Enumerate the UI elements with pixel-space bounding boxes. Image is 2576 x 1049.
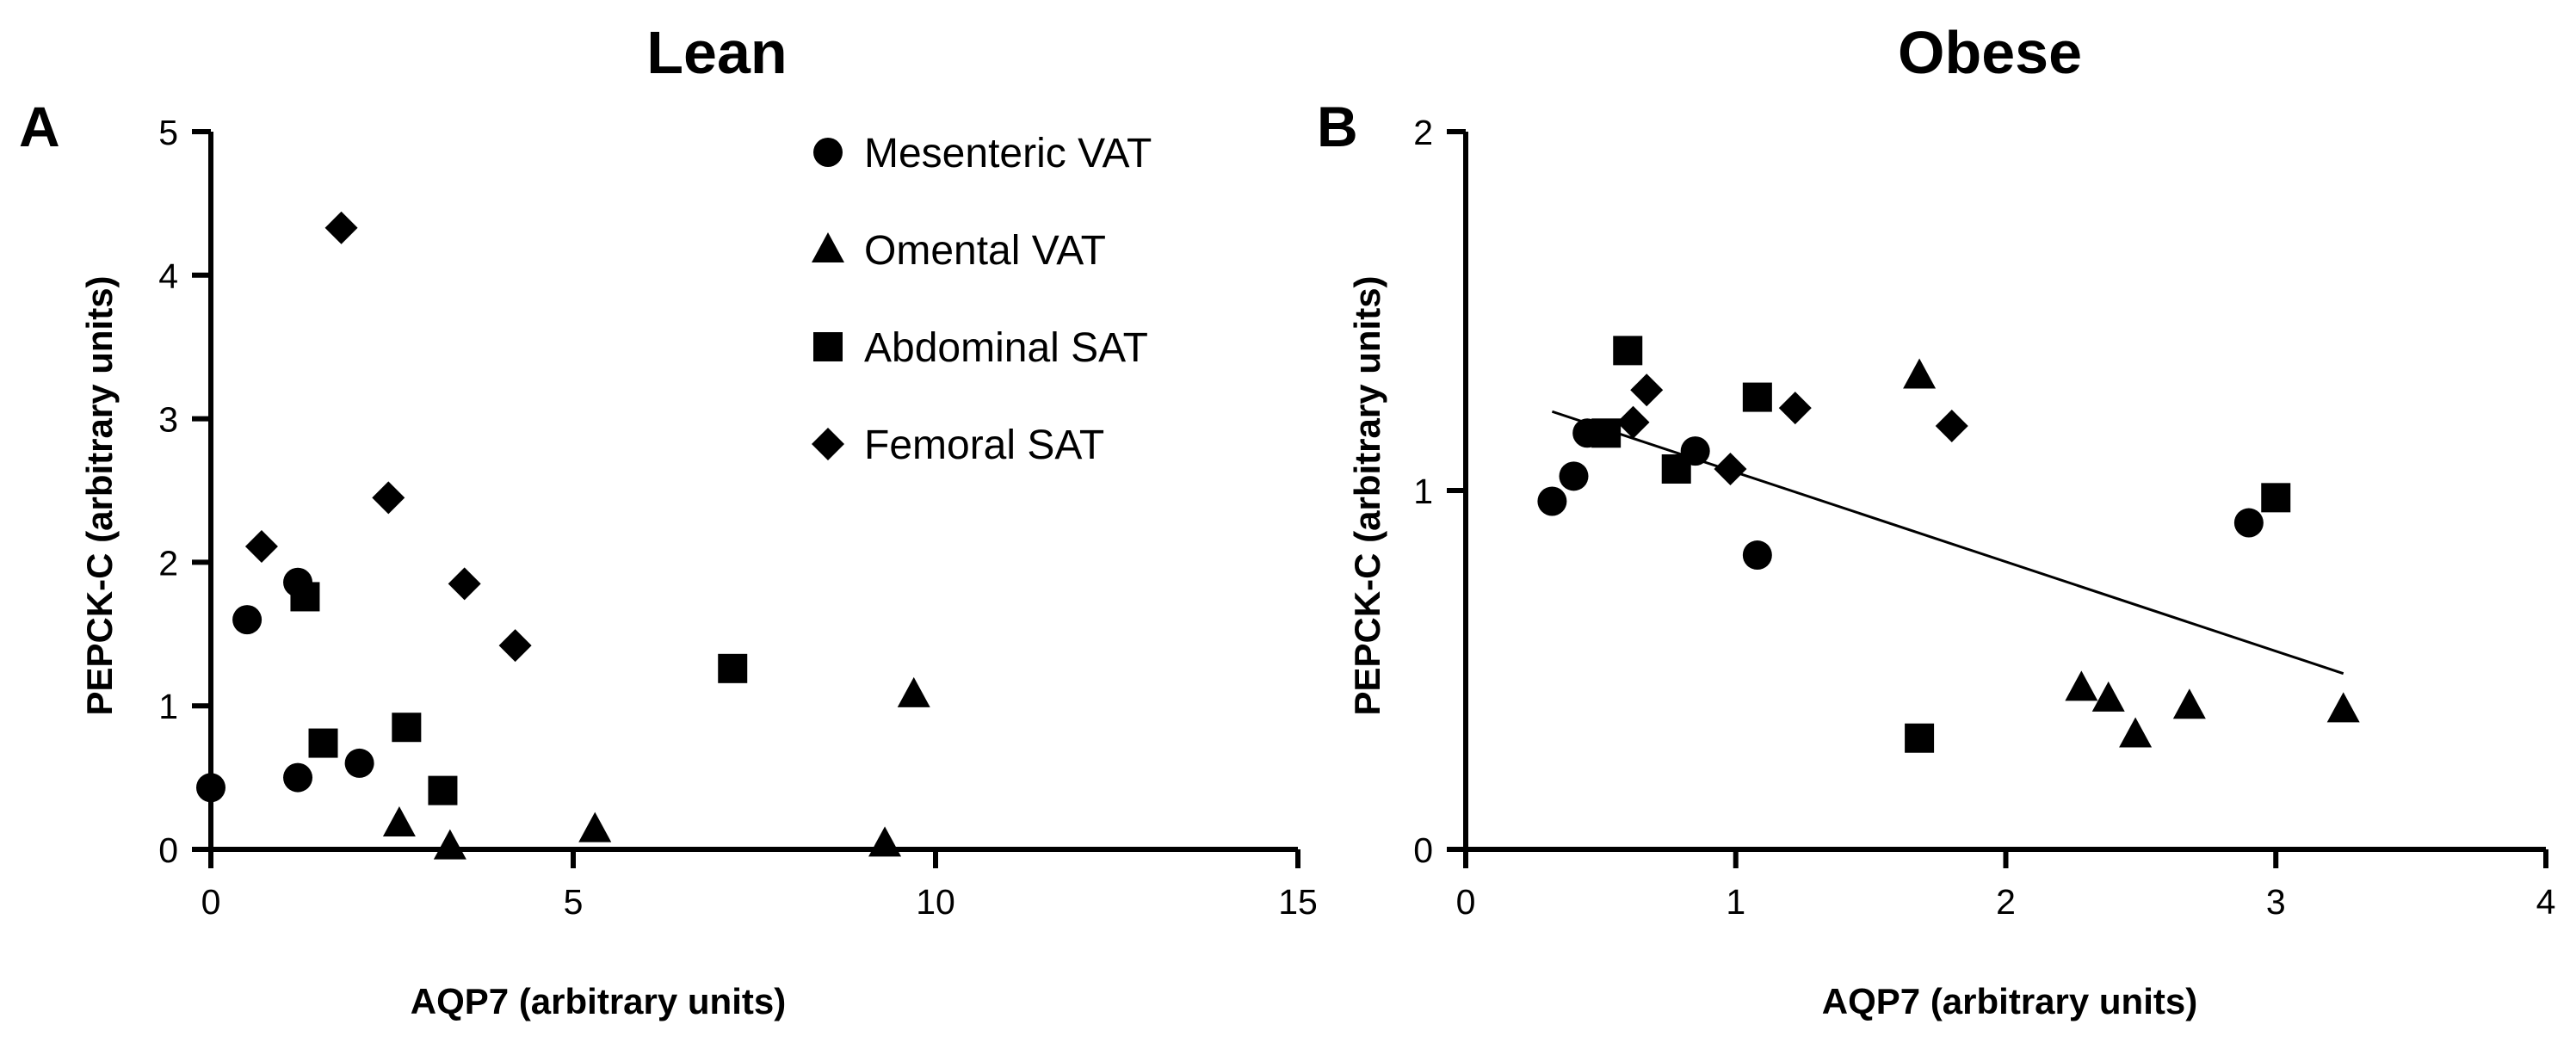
panel-a-y-tick-label: 2 xyxy=(158,543,178,583)
panel-a-point-abdominal-sat xyxy=(392,713,422,743)
panel-a-axes: 0 1 2 3 4 5 0 5 10 15 xyxy=(158,113,1318,922)
panel-b-point-mesenteric-vat xyxy=(1559,461,1589,491)
panel-b-point-omental-vat xyxy=(2091,681,2125,712)
panel-b-point-mesenteric-vat xyxy=(1742,540,1772,571)
legend-label-mesenteric-vat: Mesenteric VAT xyxy=(864,131,1152,176)
panel-b-point-femoral-sat xyxy=(1630,373,1664,407)
panel-a-point-femoral-sat xyxy=(498,629,532,663)
panel-a-y-tick-label: 3 xyxy=(158,400,178,440)
legend-marker-abdominal-sat xyxy=(813,332,843,361)
panel-b-x-tick-label: 3 xyxy=(2266,882,2286,922)
legend-marker-omental-vat xyxy=(812,232,844,262)
panel-a-point-omental-vat xyxy=(897,676,930,707)
panel-b-point-abdominal-sat xyxy=(1742,382,1772,412)
panel-a-x-tick-label: 15 xyxy=(1278,882,1318,922)
panel-a-point-mesenteric-vat xyxy=(283,762,313,793)
panel-b-point-omental-vat xyxy=(2172,688,2206,719)
legend-marker-mesenteric-vat xyxy=(813,138,843,167)
panel-a-y-tick-label: 5 xyxy=(158,113,178,152)
panel-b-point-femoral-sat xyxy=(1935,409,1968,442)
panel-a-point-omental-vat xyxy=(433,829,466,860)
panel-b-points xyxy=(1537,336,2360,753)
panel-a-y-tick-label: 4 xyxy=(158,256,178,296)
panel-a-point-abdominal-sat xyxy=(428,775,458,805)
panel-a-legend: Mesenteric VAT Omental VAT Abdominal SAT Fe… xyxy=(812,131,1152,468)
panel-a-letter: A xyxy=(19,95,60,158)
legend-label-abdominal-sat: Abdominal SAT xyxy=(864,325,1148,371)
panel-b-x-tick-label: 0 xyxy=(1456,882,1476,922)
panel-a-title: Lean xyxy=(646,19,787,86)
panel-b-point-abdominal-sat xyxy=(1613,336,1643,366)
panel-b-axis-lines xyxy=(1463,132,2546,852)
panel-b-point-mesenteric-vat xyxy=(2233,508,2264,538)
panel-a-x-axis-label: AQP7 (arbitrary units) xyxy=(411,981,786,1021)
panel-a-point-abdominal-sat xyxy=(718,653,748,683)
panel-a-point-femoral-sat xyxy=(448,567,481,601)
panel-a-x-tick-label: 10 xyxy=(916,882,955,922)
panel-a-point-femoral-sat xyxy=(244,530,278,564)
panel-a-point-omental-vat xyxy=(868,826,902,857)
panel-b-x-axis-label: AQP7 (arbitrary units) xyxy=(1822,981,2197,1021)
panel-b-point-abdominal-sat xyxy=(1591,418,1622,448)
panel-a-point-femoral-sat xyxy=(324,211,358,244)
panel-b-point-femoral-sat xyxy=(1778,392,1812,425)
panel-a-y-tick-label: 0 xyxy=(158,830,178,870)
panel-b-y-tick-label: 0 xyxy=(1413,830,1433,870)
panel-a-y-tick-label: 1 xyxy=(158,687,178,726)
panel-a-point-mesenteric-vat xyxy=(196,773,225,803)
panel-b-point-omental-vat xyxy=(2065,670,2098,701)
panel-b-point-femoral-sat xyxy=(1616,405,1650,439)
panel-a-lean: A Lean 0 1 2 3 4 5 0 5 10 15 Mesenteric VAT Omenta… xyxy=(19,19,1318,1021)
legend-label-omental-vat: Omental VAT xyxy=(864,228,1106,274)
panel-b-x-tick-label: 4 xyxy=(2536,882,2556,922)
panel-a-y-axis-label: PEPCK-C (arbitrary units) xyxy=(79,275,120,715)
panel-a-x-tick-label: 0 xyxy=(201,882,221,922)
legend-label-femoral-sat: Femoral SAT xyxy=(864,423,1104,468)
panel-b-x-tick-label: 2 xyxy=(1996,882,2016,922)
panel-b-title: Obese xyxy=(1898,19,2082,86)
panel-b-point-abdominal-sat xyxy=(2261,483,2291,513)
panel-b-x-tick-label: 1 xyxy=(1726,882,1745,922)
panel-b-y-axis-label: PEPCK-C (arbitrary units) xyxy=(1347,275,1387,715)
panel-a-point-abdominal-sat xyxy=(308,728,338,758)
panel-a-point-mesenteric-vat xyxy=(232,605,263,635)
panel-a-points xyxy=(196,211,930,860)
panel-b-trend xyxy=(1551,410,2344,676)
panel-b-point-femoral-sat xyxy=(1714,452,1747,485)
panel-a-point-abdominal-sat xyxy=(290,582,320,612)
panel-b-point-omental-vat xyxy=(2326,692,2360,723)
panel-b-point-abdominal-sat xyxy=(1905,723,1935,753)
legend-marker-femoral-sat xyxy=(812,428,844,460)
panel-a-x-tick-label: 5 xyxy=(564,882,584,922)
panel-b-point-omental-vat xyxy=(2119,717,2153,748)
panel-b-letter: B xyxy=(1317,95,1358,158)
panel-a-point-mesenteric-vat xyxy=(344,748,374,778)
panel-a-point-omental-vat xyxy=(382,805,416,836)
panel-a-axis-lines xyxy=(208,132,1298,852)
panel-a-point-femoral-sat xyxy=(372,481,405,515)
panel-a-point-omental-vat xyxy=(578,811,612,842)
panel-b-point-mesenteric-vat xyxy=(1537,486,1567,516)
panel-b-y-tick-label: 2 xyxy=(1413,113,1433,152)
panel-b-point-abdominal-sat xyxy=(1661,454,1691,484)
panel-b-axes: 0 1 2 0 1 2 3 4 xyxy=(1413,113,2555,922)
panel-b-trendline xyxy=(1551,410,2344,676)
panel-b-point-omental-vat xyxy=(1903,358,1937,389)
panel-b-y-tick-label: 1 xyxy=(1413,472,1433,511)
